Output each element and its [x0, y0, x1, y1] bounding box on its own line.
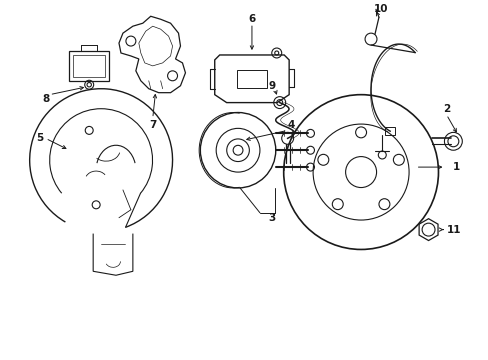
Text: 2: 2: [442, 104, 449, 113]
Text: 3: 3: [267, 213, 275, 223]
Text: 5: 5: [36, 133, 43, 143]
Text: 9: 9: [268, 81, 275, 91]
Text: 10: 10: [373, 4, 387, 14]
Text: 11: 11: [446, 225, 460, 235]
Text: 7: 7: [149, 121, 156, 130]
Text: 6: 6: [248, 14, 255, 24]
Text: 4: 4: [287, 121, 295, 130]
Text: 1: 1: [451, 162, 459, 172]
Text: 8: 8: [42, 94, 49, 104]
